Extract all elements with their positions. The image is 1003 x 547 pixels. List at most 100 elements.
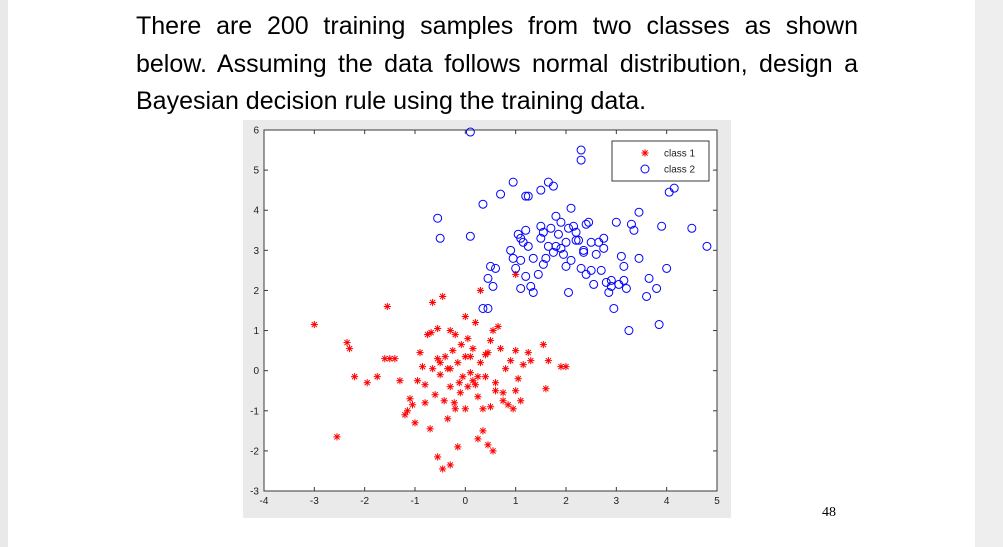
- class-2-point: [435, 233, 445, 243]
- class-1-point: [429, 365, 437, 373]
- legend-marker-class-1: [641, 149, 649, 157]
- class-1-point: [439, 465, 447, 473]
- class-2-point: [599, 233, 609, 243]
- class-2-point: [433, 213, 443, 223]
- class-2-point: [566, 255, 576, 265]
- class-1-point: [310, 320, 318, 329]
- class-1-point: [436, 371, 444, 379]
- class-1-point: [434, 355, 442, 363]
- y-tick-label: -2: [250, 446, 259, 457]
- class-1-point: [383, 302, 391, 311]
- class-2-point: [662, 263, 672, 273]
- page-number: 48: [822, 505, 836, 520]
- class-1-point: [451, 405, 459, 413]
- legend-box: [611, 140, 710, 182]
- class-1-point: [479, 405, 487, 413]
- class-2-point: [702, 241, 712, 251]
- class-2-point: [591, 249, 601, 259]
- class-2-point: [654, 320, 664, 330]
- class-1-point: [413, 377, 422, 385]
- class-2-point: [576, 263, 586, 273]
- class-1-point: [426, 425, 434, 433]
- class-1-point: [421, 381, 429, 389]
- class-1-point: [474, 435, 482, 443]
- class-2-point: [491, 263, 501, 273]
- class-1-point: [544, 357, 552, 365]
- class-2-point: [486, 261, 495, 271]
- class-2-point: [581, 219, 591, 229]
- class-1-point: [504, 401, 512, 409]
- class-2-point: [548, 181, 558, 191]
- class-2-point: [619, 275, 629, 285]
- x-tick-label: -1: [411, 496, 420, 507]
- class-2-point: [569, 221, 579, 231]
- class-1-point: [418, 363, 427, 371]
- class-2-point: [576, 145, 586, 155]
- class-2-point: [652, 283, 662, 293]
- class-2-point: [621, 283, 631, 293]
- class-1-point: [474, 393, 482, 401]
- class-1-point: [456, 389, 464, 397]
- y-tick-label: 4: [253, 206, 259, 217]
- y-tick-labels: -3 -2 -1 0 1 2 3 4 5 6: [250, 126, 259, 498]
- class-2-point: [561, 261, 571, 271]
- class-1-point: [502, 365, 510, 373]
- class-2-point: [523, 241, 533, 251]
- class-1-point: [517, 397, 525, 405]
- class-2-point: [556, 217, 566, 227]
- class-1-point: [451, 330, 459, 339]
- class-1-point: [507, 357, 515, 365]
- class-1-point: [441, 353, 449, 361]
- class-2-point: [642, 291, 652, 301]
- class-1-point: [484, 441, 492, 449]
- class-2-point: [548, 247, 558, 257]
- y-tick-label: 6: [253, 126, 259, 137]
- class-1-point: [542, 385, 550, 393]
- class-2-point: [589, 279, 599, 289]
- class-2-point: [528, 253, 538, 263]
- x-tick-label: 0: [463, 496, 469, 507]
- class-1-point: [461, 312, 469, 321]
- class-1-point: [469, 345, 477, 353]
- class-2-point: [566, 203, 576, 213]
- class-1-point: [469, 377, 477, 385]
- class-1-point: [434, 453, 442, 461]
- class-1-point: [524, 349, 532, 357]
- x-tick-label: -3: [310, 496, 319, 507]
- class-2-point: [558, 249, 568, 259]
- class-1-point: [527, 357, 535, 365]
- class-2-point: [596, 265, 606, 275]
- class-1-point: [439, 292, 447, 301]
- class-1-point: [449, 347, 457, 355]
- class-1-point: [514, 375, 522, 383]
- class-2-point: [478, 303, 488, 313]
- y-tick-label: -3: [250, 487, 259, 498]
- y-tick-label: -1: [250, 406, 259, 417]
- class-2-point: [533, 269, 543, 279]
- class-1-point: [427, 328, 435, 337]
- class-1-point: [471, 381, 479, 389]
- class-2-point: [465, 231, 475, 241]
- class-2-point: [609, 303, 619, 313]
- class-2-point: [521, 191, 531, 201]
- class-2-point: [644, 273, 654, 283]
- class-1-point: [446, 365, 454, 373]
- class-1-point: [411, 419, 419, 427]
- class-2-point: [599, 243, 609, 253]
- class-2-point: [629, 225, 639, 235]
- class-1-point: [464, 334, 472, 343]
- class-2-point: [536, 233, 546, 243]
- class-2-point: [553, 229, 563, 239]
- class-2-point: [541, 253, 551, 263]
- class-1-point: [499, 397, 507, 405]
- class-1-point: [444, 415, 452, 423]
- class-1-point: [363, 379, 371, 387]
- class-1-point: [491, 387, 500, 395]
- class-1-point: [440, 397, 448, 405]
- class-2-point: [478, 199, 488, 209]
- class-2-point: [496, 189, 506, 199]
- class-2-point: [551, 211, 561, 221]
- class-1-point: [466, 369, 474, 377]
- class-2-point: [523, 191, 533, 201]
- class-1-point: [434, 324, 442, 333]
